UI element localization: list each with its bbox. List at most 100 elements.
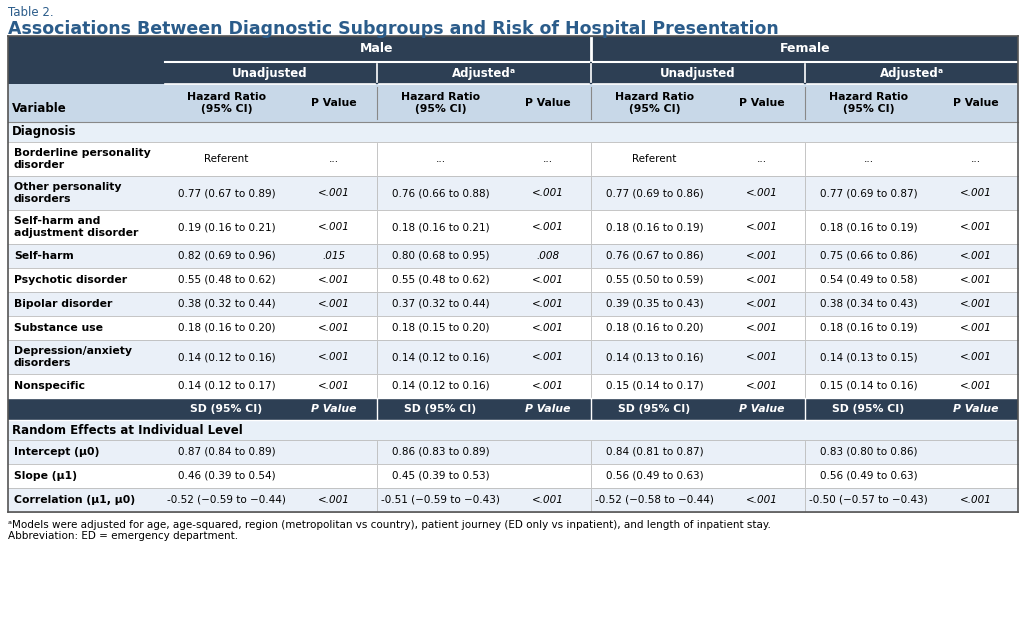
Text: P Value: P Value: [524, 404, 570, 414]
Text: Male: Male: [360, 42, 394, 56]
Text: 0.38 (0.32 to 0.44): 0.38 (0.32 to 0.44): [178, 299, 275, 309]
Text: <.001: <.001: [531, 495, 563, 505]
Text: 0.18 (0.16 to 0.19): 0.18 (0.16 to 0.19): [605, 222, 703, 232]
Bar: [8, 398, 1018, 420]
Text: 0.18 (0.16 to 0.19): 0.18 (0.16 to 0.19): [819, 222, 918, 232]
Text: ...: ...: [757, 154, 767, 164]
Text: <.001: <.001: [959, 222, 991, 232]
Text: Correlation (μ1, μ0): Correlation (μ1, μ0): [14, 495, 135, 505]
Text: -0.51 (−0.59 to −0.43): -0.51 (−0.59 to −0.43): [381, 495, 500, 505]
Bar: [8, 420, 1018, 440]
Text: 0.14 (0.12 to 0.16): 0.14 (0.12 to 0.16): [178, 352, 275, 362]
Text: <.001: <.001: [317, 299, 349, 309]
Text: 0.84 (0.81 to 0.87): 0.84 (0.81 to 0.87): [605, 447, 703, 457]
Text: 0.83 (0.80 to 0.86): 0.83 (0.80 to 0.86): [820, 447, 918, 457]
Text: ⁣P⁣ Value: ⁣P⁣ Value: [310, 98, 356, 108]
Bar: [8, 292, 1018, 316]
Text: <.001: <.001: [531, 299, 563, 309]
Text: Bipolar disorder: Bipolar disorder: [14, 299, 113, 309]
Bar: [8, 488, 1018, 512]
Text: Diagnosis: Diagnosis: [12, 126, 77, 138]
Text: <.001: <.001: [745, 352, 777, 362]
Text: Referent: Referent: [632, 154, 677, 164]
Text: <.001: <.001: [959, 381, 991, 391]
Text: Table 2.: Table 2.: [8, 6, 53, 19]
Bar: [8, 340, 1018, 374]
Text: 0.19 (0.16 to 0.21): 0.19 (0.16 to 0.21): [178, 222, 275, 232]
Text: 0.77 (0.69 to 0.87): 0.77 (0.69 to 0.87): [819, 188, 918, 198]
Text: Associations Between Diagnostic Subgroups and Risk of Hospital Presentation: Associations Between Diagnostic Subgroup…: [8, 20, 778, 38]
Bar: [8, 464, 1018, 488]
Text: 0.45 (0.39 to 0.53): 0.45 (0.39 to 0.53): [392, 471, 489, 481]
Text: <.001: <.001: [745, 381, 777, 391]
Text: <.001: <.001: [959, 275, 991, 285]
Text: Random Effects at Individual Level: Random Effects at Individual Level: [12, 423, 243, 437]
Bar: [8, 84, 1018, 122]
Text: <.001: <.001: [317, 188, 349, 198]
Text: <.001: <.001: [959, 352, 991, 362]
Text: SD (95% CI): SD (95% CI): [404, 404, 476, 414]
Text: 0.14 (0.12 to 0.17): 0.14 (0.12 to 0.17): [178, 381, 275, 391]
Text: Intercept (μ0): Intercept (μ0): [14, 447, 99, 457]
Bar: [8, 440, 1018, 464]
Text: -0.52 (−0.59 to −0.44): -0.52 (−0.59 to −0.44): [167, 495, 286, 505]
Text: 0.77 (0.69 to 0.86): 0.77 (0.69 to 0.86): [605, 188, 703, 198]
Bar: [8, 122, 1018, 142]
Text: 0.15 (0.14 to 0.16): 0.15 (0.14 to 0.16): [819, 381, 918, 391]
Text: Self-harm and
adjustment disorder: Self-harm and adjustment disorder: [14, 216, 138, 238]
Text: 0.14 (0.13 to 0.16): 0.14 (0.13 to 0.16): [605, 352, 703, 362]
Text: -0.52 (−0.58 to −0.44): -0.52 (−0.58 to −0.44): [595, 495, 714, 505]
Text: 0.56 (0.49 to 0.63): 0.56 (0.49 to 0.63): [605, 471, 703, 481]
Text: 0.55 (0.50 to 0.59): 0.55 (0.50 to 0.59): [606, 275, 703, 285]
Text: <.001: <.001: [317, 495, 349, 505]
Bar: [8, 316, 1018, 340]
Text: Psychotic disorder: Psychotic disorder: [14, 275, 127, 285]
Text: SD (95% CI): SD (95% CI): [618, 404, 690, 414]
Text: <.001: <.001: [317, 381, 349, 391]
Text: <.001: <.001: [745, 299, 777, 309]
Bar: [8, 268, 1018, 292]
Text: <.001: <.001: [317, 352, 349, 362]
Text: Hazard Ratio
(95% CI): Hazard Ratio (95% CI): [829, 92, 908, 114]
Text: ⁣P⁣ Value: ⁣P⁣ Value: [738, 98, 784, 108]
Text: 0.18 (0.16 to 0.19): 0.18 (0.16 to 0.19): [819, 323, 918, 333]
Text: -0.50 (−0.57 to −0.43): -0.50 (−0.57 to −0.43): [809, 495, 928, 505]
Text: SD (95% CI): SD (95% CI): [833, 404, 904, 414]
Text: <.001: <.001: [317, 222, 349, 232]
Text: ⁣P⁣ Value: ⁣P⁣ Value: [952, 98, 998, 108]
Text: ...: ...: [971, 154, 981, 164]
Text: <.001: <.001: [959, 299, 991, 309]
Text: 0.86 (0.83 to 0.89): 0.86 (0.83 to 0.89): [392, 447, 489, 457]
Text: 0.77 (0.67 to 0.89): 0.77 (0.67 to 0.89): [178, 188, 275, 198]
Text: 0.56 (0.49 to 0.63): 0.56 (0.49 to 0.63): [819, 471, 918, 481]
Text: <.001: <.001: [531, 275, 563, 285]
Text: <.001: <.001: [531, 381, 563, 391]
Text: ...: ...: [543, 154, 553, 164]
Text: 0.18 (0.16 to 0.20): 0.18 (0.16 to 0.20): [178, 323, 275, 333]
Text: <.001: <.001: [745, 251, 777, 261]
Text: <.001: <.001: [317, 323, 349, 333]
Text: <.001: <.001: [959, 251, 991, 261]
Bar: [8, 176, 1018, 210]
Text: .008: .008: [536, 251, 559, 261]
Text: ...: ...: [863, 154, 873, 164]
Text: .015: .015: [322, 251, 345, 261]
Text: Hazard Ratio
(95% CI): Hazard Ratio (95% CI): [615, 92, 694, 114]
Text: 0.46 (0.39 to 0.54): 0.46 (0.39 to 0.54): [178, 471, 275, 481]
Text: Substance use: Substance use: [14, 323, 103, 333]
Text: Unadjusted: Unadjusted: [232, 66, 308, 80]
Text: Variable: Variable: [12, 102, 67, 114]
Text: <.001: <.001: [745, 188, 777, 198]
Text: Nonspecific: Nonspecific: [14, 381, 85, 391]
Text: <.001: <.001: [745, 275, 777, 285]
Bar: [8, 210, 1018, 244]
Text: P Value: P Value: [952, 404, 998, 414]
Text: 0.37 (0.32 to 0.44): 0.37 (0.32 to 0.44): [392, 299, 489, 309]
Text: 0.39 (0.35 to 0.43): 0.39 (0.35 to 0.43): [605, 299, 703, 309]
Text: <.001: <.001: [531, 222, 563, 232]
Text: <.001: <.001: [531, 352, 563, 362]
Text: 0.55 (0.48 to 0.62): 0.55 (0.48 to 0.62): [392, 275, 489, 285]
Text: 0.15 (0.14 to 0.17): 0.15 (0.14 to 0.17): [605, 381, 703, 391]
Text: <.001: <.001: [745, 495, 777, 505]
Text: 0.38 (0.34 to 0.43): 0.38 (0.34 to 0.43): [819, 299, 918, 309]
